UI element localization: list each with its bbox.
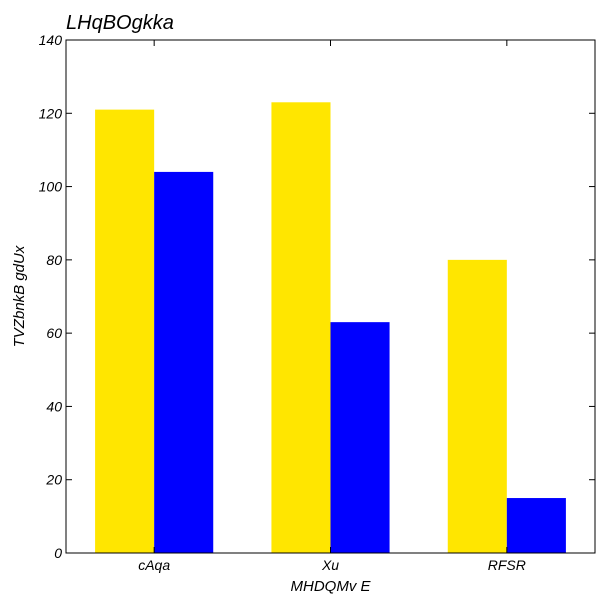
y-ticks-group: 0 20 40 60 80 100 120 140 [39, 32, 595, 561]
y-tick-label: 0 [54, 545, 62, 561]
bars-group [95, 102, 566, 554]
bar-cAqa-series-2 [154, 171, 214, 553]
bar-Xu-series-1 [271, 102, 331, 553]
y-tick-label: 20 [45, 472, 62, 488]
bar-Xu-series-2 [330, 322, 390, 553]
x-tick-label-cAqa: cAqa [138, 557, 170, 573]
x-axis-label: MHDQMv E [291, 578, 372, 595]
y-tick-label: 60 [46, 325, 62, 341]
x-tick-label-RFSR: RFSR [488, 557, 526, 573]
x-tick-label-Xu: Xu [321, 557, 339, 573]
y-tick-label: 40 [46, 398, 62, 414]
bar-RFSR-series-1 [447, 259, 507, 553]
y-tick-label: 140 [39, 32, 63, 48]
bar-RFSR-series-2 [506, 498, 566, 553]
x-ticks-group: cAqa Xu RFSR [138, 40, 526, 573]
bar-cAqa-series-1 [95, 109, 155, 554]
y-tick-label: 100 [39, 179, 63, 195]
y-axis-label: TVZbnkB gdUx [11, 245, 28, 347]
y-tick-label: 80 [46, 252, 62, 268]
y-tick-label: 120 [39, 105, 63, 121]
chart-title: LHqBOgkka [66, 12, 174, 34]
